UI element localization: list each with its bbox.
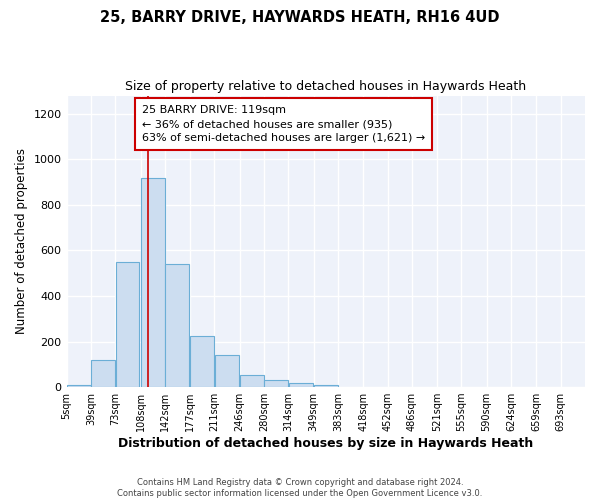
Y-axis label: Number of detached properties: Number of detached properties bbox=[15, 148, 28, 334]
Bar bbox=[91, 360, 115, 387]
Title: Size of property relative to detached houses in Haywards Heath: Size of property relative to detached ho… bbox=[125, 80, 526, 93]
Bar bbox=[240, 374, 264, 387]
Text: Contains HM Land Registry data © Crown copyright and database right 2024.
Contai: Contains HM Land Registry data © Crown c… bbox=[118, 478, 482, 498]
X-axis label: Distribution of detached houses by size in Haywards Heath: Distribution of detached houses by size … bbox=[118, 437, 533, 450]
Bar bbox=[314, 385, 338, 387]
Bar bbox=[116, 262, 139, 387]
Bar bbox=[141, 178, 164, 387]
Text: 25, BARRY DRIVE, HAYWARDS HEATH, RH16 4UD: 25, BARRY DRIVE, HAYWARDS HEATH, RH16 4U… bbox=[100, 10, 500, 25]
Bar bbox=[265, 380, 288, 387]
Bar bbox=[67, 385, 91, 387]
Bar bbox=[190, 336, 214, 387]
Text: 25 BARRY DRIVE: 119sqm
← 36% of detached houses are smaller (935)
63% of semi-de: 25 BARRY DRIVE: 119sqm ← 36% of detached… bbox=[142, 105, 425, 143]
Bar bbox=[289, 383, 313, 387]
Bar bbox=[165, 264, 189, 387]
Bar bbox=[215, 355, 239, 387]
